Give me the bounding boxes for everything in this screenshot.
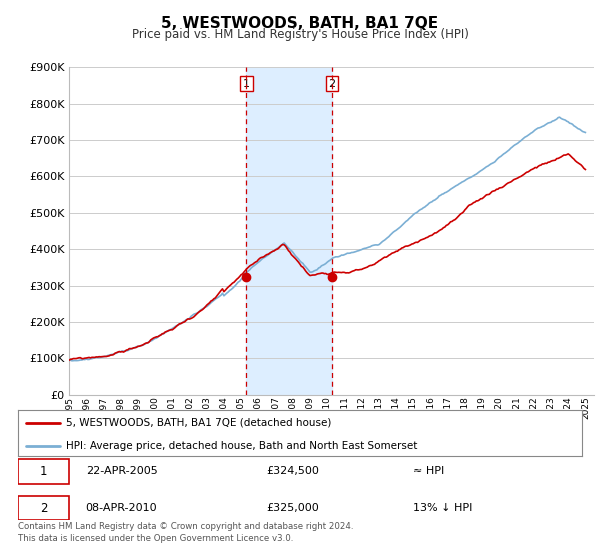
Text: 2: 2 [40, 502, 47, 515]
Text: 5, WESTWOODS, BATH, BA1 7QE: 5, WESTWOODS, BATH, BA1 7QE [161, 16, 439, 31]
Text: 1: 1 [243, 78, 250, 88]
FancyBboxPatch shape [18, 496, 69, 520]
Text: £324,500: £324,500 [266, 466, 319, 477]
Text: 1: 1 [40, 465, 47, 478]
FancyBboxPatch shape [18, 459, 69, 484]
Text: 22-APR-2005: 22-APR-2005 [86, 466, 157, 477]
Text: £325,000: £325,000 [266, 503, 319, 513]
Text: 13% ↓ HPI: 13% ↓ HPI [413, 503, 472, 513]
Bar [247, 67, 332, 395]
Text: 08-APR-2010: 08-APR-2010 [86, 503, 157, 513]
Text: 5, WESTWOODS, BATH, BA1 7QE (detached house): 5, WESTWOODS, BATH, BA1 7QE (detached ho… [66, 418, 331, 428]
Text: HPI: Average price, detached house, Bath and North East Somerset: HPI: Average price, detached house, Bath… [66, 441, 418, 451]
Text: Price paid vs. HM Land Registry's House Price Index (HPI): Price paid vs. HM Land Registry's House … [131, 28, 469, 41]
Text: Contains HM Land Registry data © Crown copyright and database right 2024.
This d: Contains HM Land Registry data © Crown c… [18, 522, 353, 543]
Text: 2: 2 [328, 78, 335, 88]
Text: ≈ HPI: ≈ HPI [413, 466, 444, 477]
